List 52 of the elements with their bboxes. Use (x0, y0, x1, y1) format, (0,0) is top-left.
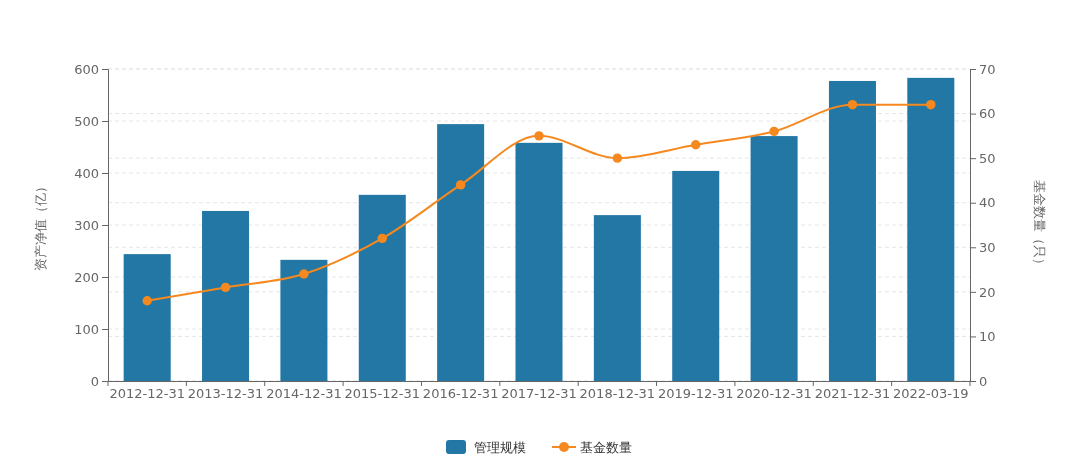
x-tick-label: 2013-12-31 (187, 386, 264, 402)
y2-tick-label: 40 (979, 195, 996, 211)
y2-tick-label: 60 (979, 106, 996, 122)
y-tick-label: 600 (74, 61, 99, 77)
y-tick-label: 300 (74, 217, 99, 233)
y-tick-label: 500 (74, 113, 99, 129)
bar (593, 215, 641, 381)
y2-tick-label: 30 (979, 239, 996, 255)
x-tick-label: 2015-12-31 (344, 386, 421, 402)
bar (828, 80, 876, 381)
point (220, 282, 231, 293)
bar (280, 259, 328, 381)
y-axis-title: 资产净值（亿） (33, 179, 48, 271)
x-tick-label: 2012-12-31 (109, 386, 185, 402)
bar (515, 142, 563, 381)
y2-tick-label: 0 (979, 373, 988, 389)
bar (437, 124, 485, 381)
bar (750, 136, 798, 381)
y2-axis-title: 基金数量（只） (1032, 179, 1047, 271)
x-tick-label: 2017-12-31 (501, 386, 577, 402)
y-tick-label: 400 (74, 165, 99, 181)
x-tick-label: 2021-12-31 (814, 386, 891, 402)
x-tick-label: 2019-12-31 (657, 386, 734, 402)
y-tick-label: 100 (74, 321, 99, 337)
point (691, 140, 701, 150)
point (534, 131, 544, 141)
y2-tick-label: 50 (979, 150, 996, 166)
x-tick-label: 2014-12-31 (266, 386, 342, 402)
bar (202, 210, 250, 381)
point (769, 126, 779, 137)
bar (358, 194, 406, 381)
legend-label: 基金数量 (580, 439, 632, 455)
x-tick-label: 2016-12-31 (422, 386, 499, 402)
legend-label: 管理规模 (474, 439, 526, 455)
point (612, 153, 623, 163)
point (377, 233, 387, 244)
point (847, 99, 858, 110)
y-tick-label: 200 (74, 269, 99, 285)
y2-tick-label: 10 (979, 329, 996, 345)
y2-tick-label: 20 (979, 284, 996, 300)
bar (672, 170, 720, 381)
y2-tick-label: 70 (979, 61, 996, 77)
x-tick-label: 2018-12-31 (579, 386, 656, 402)
point (142, 296, 152, 306)
y-tick-label: 0 (90, 373, 99, 389)
bar (123, 254, 171, 381)
x-tick-label: 2022-03-19 (893, 386, 969, 402)
point (455, 180, 466, 190)
point (299, 269, 309, 279)
point (926, 99, 936, 110)
bar (907, 77, 955, 381)
x-tick-label: 2020-12-31 (736, 386, 812, 402)
